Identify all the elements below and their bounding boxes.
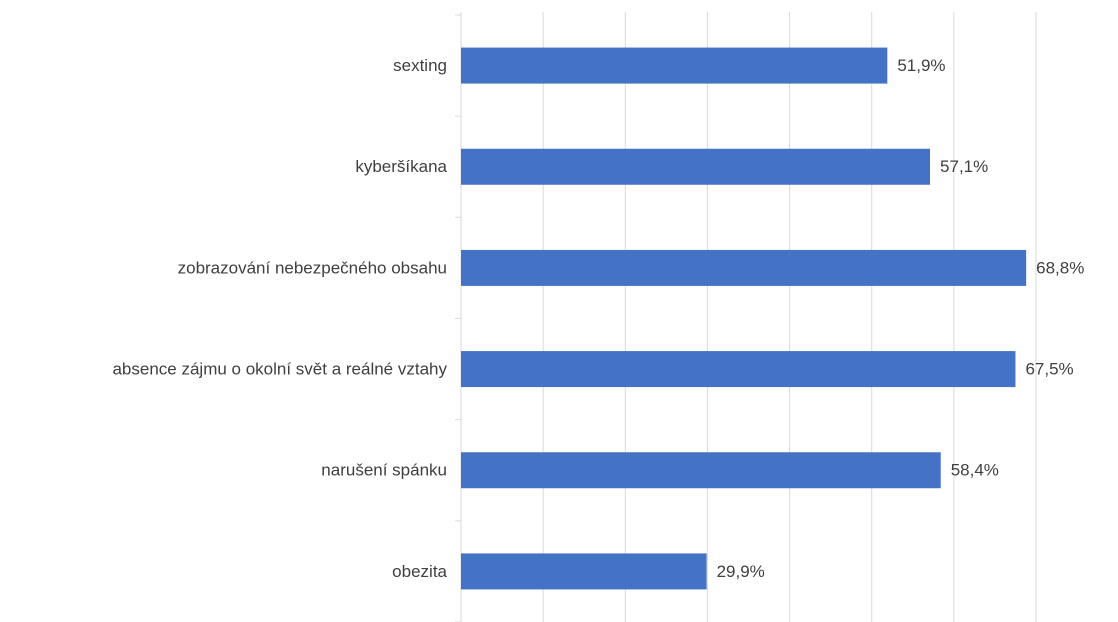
category-label: kyberšíkana (355, 157, 447, 176)
bar (461, 351, 1016, 388)
category-label: obezita (392, 562, 447, 581)
bar (461, 553, 707, 590)
bar (461, 148, 931, 185)
category-label: sexting (393, 56, 447, 75)
category-label: absence zájmu o okolní svět a reálné vzt… (112, 360, 447, 379)
bar (461, 452, 941, 489)
data-label: 57,1% (940, 157, 988, 176)
bar (461, 47, 888, 84)
data-label: 29,9% (717, 562, 765, 581)
data-label: 58,4% (951, 461, 999, 480)
data-label: 67,5% (1025, 360, 1073, 379)
data-label: 68,8% (1036, 258, 1084, 277)
bar (461, 249, 1027, 286)
category-label: zobrazování nebezpečného obsahu (178, 258, 447, 277)
data-label: 51,9% (897, 56, 945, 75)
category-label: narušení spánku (321, 461, 447, 480)
